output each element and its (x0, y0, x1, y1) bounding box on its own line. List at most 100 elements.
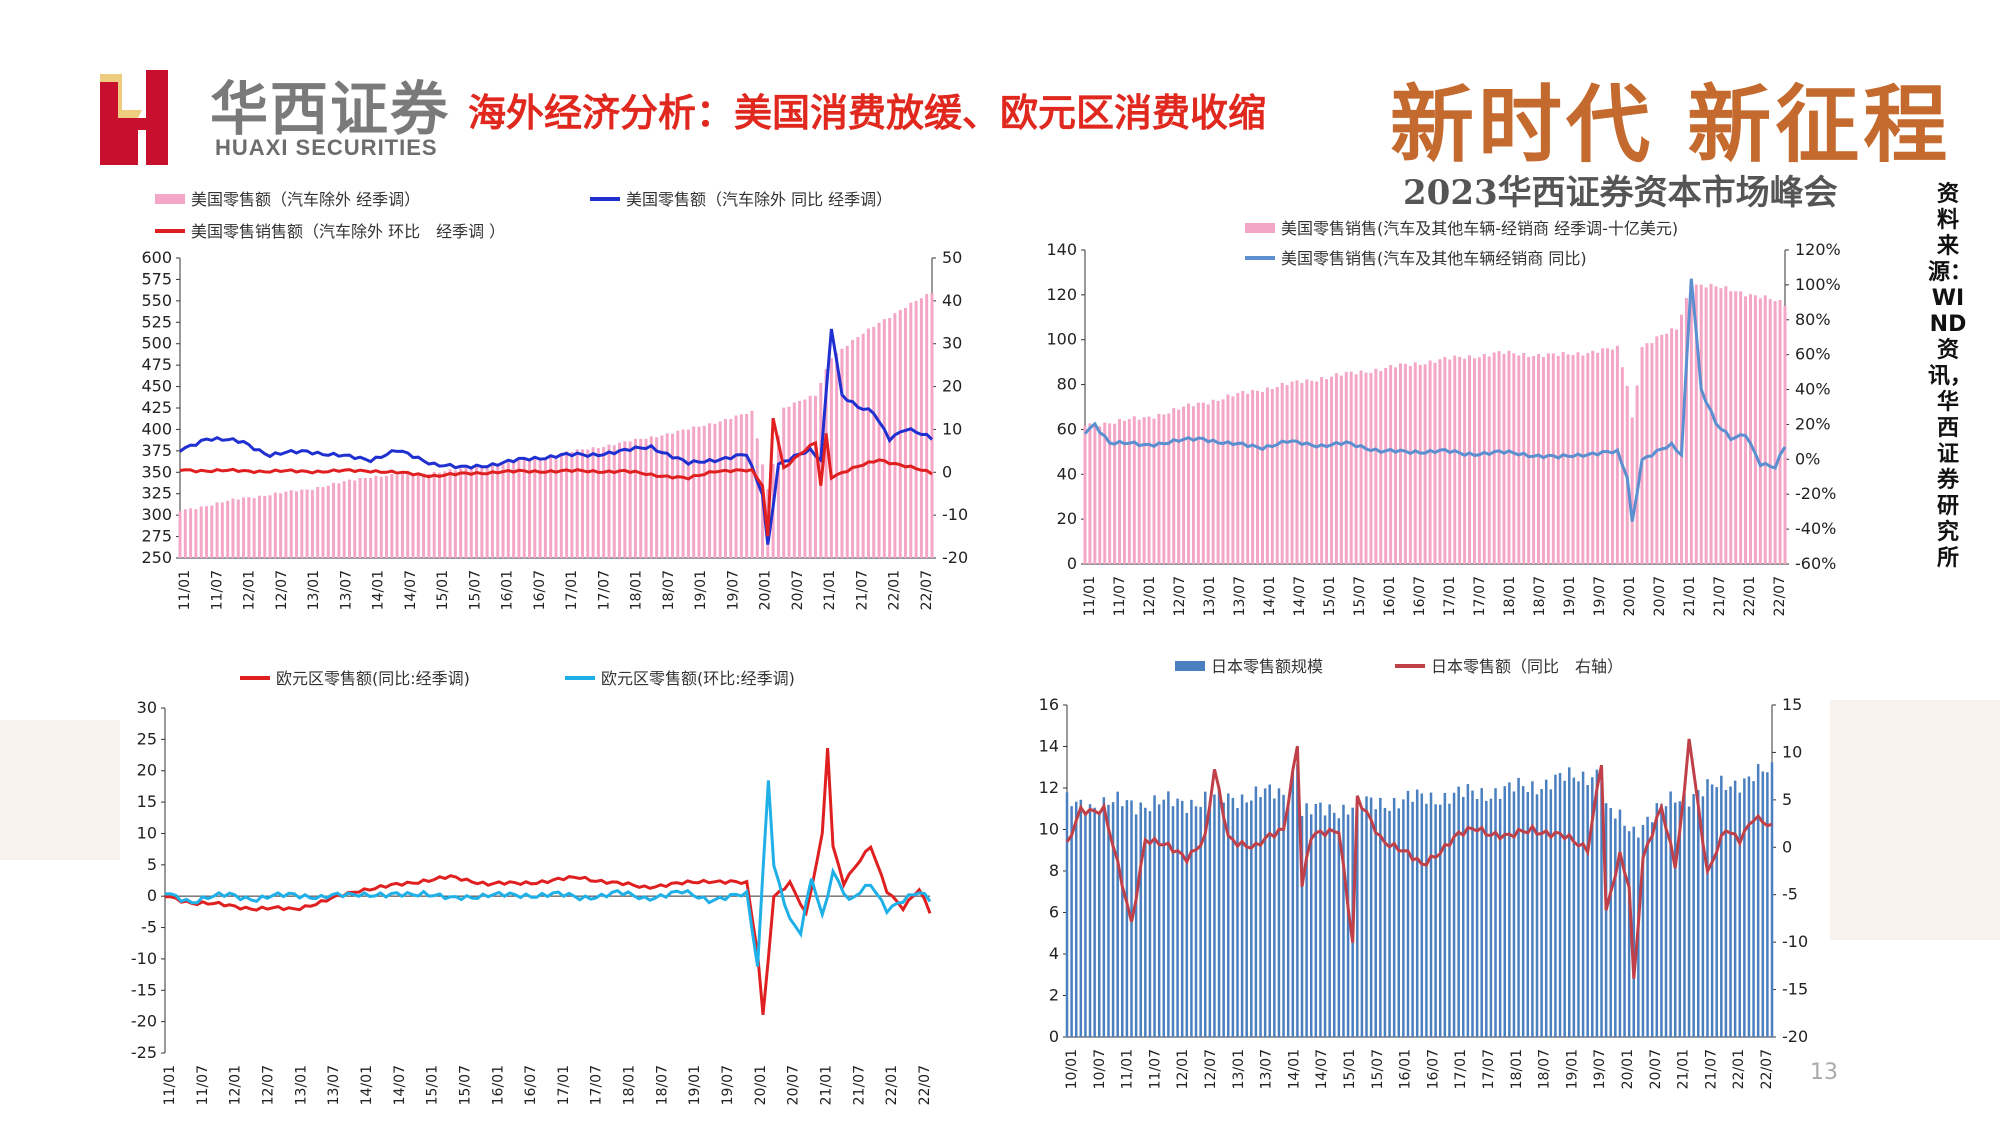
bar (1521, 786, 1525, 1037)
bar (559, 453, 563, 558)
bar (183, 509, 187, 558)
bar (1285, 385, 1289, 564)
x-tick-label: 19/01 (687, 1065, 703, 1105)
bar (1566, 354, 1570, 564)
bar (284, 491, 288, 558)
x-tick-label: 12/07 (1203, 1049, 1219, 1089)
bar (1546, 353, 1550, 564)
bar (1369, 797, 1373, 1037)
bar (1783, 305, 1787, 564)
y-tick-label: 325 (141, 484, 172, 503)
bar (1333, 812, 1336, 1037)
bar (490, 465, 494, 558)
bar (1319, 802, 1322, 1037)
bar (1397, 808, 1401, 1037)
bar (1227, 793, 1230, 1037)
bar (1408, 365, 1412, 564)
bar (914, 300, 918, 558)
x-tick-label: 20/01 (1622, 576, 1638, 616)
bar (1425, 803, 1428, 1037)
bar (1280, 382, 1284, 564)
legend-swatch (1175, 661, 1205, 671)
bar (1328, 804, 1331, 1037)
x-tick-label: 18/01 (622, 1065, 638, 1105)
x-tick-label: 18/01 (1509, 1049, 1525, 1089)
x-tick-label: 15/07 (467, 570, 483, 610)
bar (554, 455, 558, 558)
bar (1556, 355, 1560, 564)
bar (1176, 798, 1179, 1037)
bar (406, 472, 410, 558)
bar (1683, 793, 1686, 1037)
bar (1309, 814, 1313, 1037)
bar (618, 442, 622, 558)
y-tick-label: 120 (1046, 285, 1077, 304)
bar (1480, 788, 1483, 1037)
bar (1142, 417, 1146, 564)
bar (1246, 393, 1250, 564)
bar (1443, 357, 1447, 564)
y-tick-label-right: 80% (1795, 310, 1831, 329)
bar (792, 402, 796, 558)
bar (1394, 367, 1398, 564)
bar (295, 491, 299, 558)
x-tick-label: 11/07 (195, 1065, 211, 1105)
bar (1577, 781, 1580, 1037)
bar (1172, 408, 1176, 564)
bar (665, 433, 669, 558)
x-tick-label: 20/07 (790, 570, 806, 610)
legend-label: 美国零售销售(汽车及其他车辆-经销商 经季调-十亿美元) (1281, 219, 1678, 238)
y-tick-label-right: 20 (942, 377, 962, 396)
bar (1206, 404, 1210, 564)
bar (1273, 798, 1276, 1037)
bar (1438, 804, 1442, 1037)
x-tick-label: 20/07 (786, 1065, 802, 1105)
series-line (179, 328, 934, 545)
bar (1687, 806, 1691, 1037)
bar (1222, 802, 1225, 1037)
y-tick-label: 600 (141, 248, 172, 267)
x-tick-label: 14/01 (1262, 576, 1278, 616)
bar (1153, 795, 1156, 1037)
bar (1167, 791, 1170, 1037)
bar (1492, 352, 1496, 564)
bar (697, 426, 701, 558)
bar (639, 438, 643, 558)
x-tick-label: 11/07 (1147, 1049, 1163, 1089)
bar (1389, 365, 1393, 564)
bar (543, 457, 547, 558)
bar (607, 444, 611, 558)
y-tick-label-right: 5 (1782, 790, 1792, 809)
bar (1260, 391, 1264, 564)
bar (708, 423, 712, 558)
chart-euro-retail: 30 25 20 15 10 5 0 -5 -10 -15 -20 -25 11/01 11/07 12/0… (131, 669, 933, 1105)
bar (1632, 826, 1636, 1037)
bar (1770, 762, 1774, 1037)
bar (1360, 807, 1364, 1037)
bar (1453, 355, 1457, 564)
x-tick-label: 20/01 (753, 1065, 769, 1105)
bar (1761, 771, 1765, 1037)
bar (210, 505, 214, 558)
bar (1177, 409, 1181, 564)
bar (1586, 353, 1590, 564)
bar (533, 457, 537, 558)
bar (798, 400, 802, 558)
decor-band-left (0, 720, 120, 860)
x-tick-label: 20/07 (1648, 1049, 1664, 1089)
bar (1773, 301, 1777, 564)
x-tick-label: 19/07 (720, 1065, 736, 1105)
bar (485, 467, 489, 558)
bar (1148, 811, 1152, 1037)
y-tick-label: 2 (1049, 986, 1059, 1005)
bar (1196, 402, 1200, 564)
y-tick-label: -15 (131, 980, 157, 999)
bar (596, 448, 600, 558)
x-tick-label: 12/07 (260, 1065, 276, 1105)
bar (1139, 802, 1142, 1037)
bar (1627, 831, 1631, 1037)
y-tick-label: 475 (141, 355, 172, 374)
x-tick-label: 16/07 (532, 570, 548, 610)
bar (1448, 359, 1452, 564)
bar (1497, 351, 1501, 564)
